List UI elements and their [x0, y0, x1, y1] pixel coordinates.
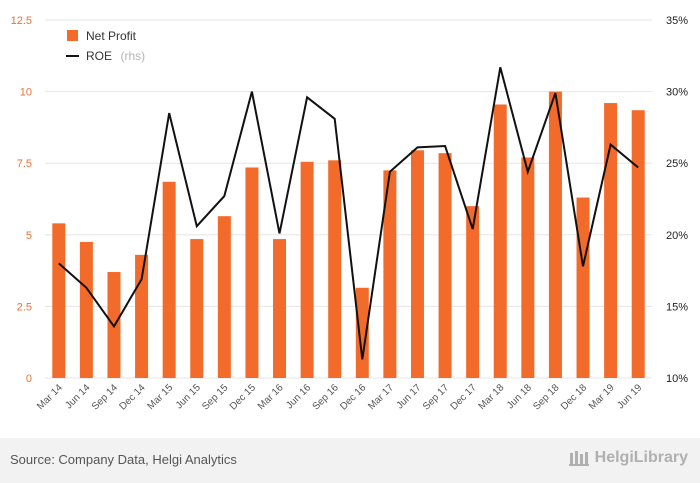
x-tick-label: Sep 14 [90, 382, 120, 412]
right-tick-label: 30% [666, 87, 688, 99]
footer: Source: Company Data, Helgi Analytics He… [0, 438, 700, 483]
bar-net-profit [245, 167, 259, 378]
net-profit-bars [52, 91, 645, 378]
bar-net-profit [190, 239, 204, 378]
bar-net-profit [604, 103, 618, 378]
source-text: Source: Company Data, Helgi Analytics [10, 452, 237, 467]
bar-net-profit [217, 216, 231, 378]
bar-net-profit [576, 197, 590, 378]
legend-label-net-profit: Net Profit [86, 29, 137, 43]
left-tick-label: 5 [26, 230, 32, 242]
x-tick-label: Mar 19 [587, 382, 617, 412]
bar-net-profit [631, 110, 645, 378]
right-tick-label: 10% [666, 373, 688, 385]
roe-line [58, 67, 639, 360]
x-tick-label: Jun 18 [505, 382, 534, 411]
x-tick-label: Sep 17 [421, 382, 451, 412]
legend-swatch-net-profit [67, 30, 78, 41]
brand: HelgiLibrary [568, 449, 688, 467]
bar-net-profit [79, 241, 93, 378]
right-tick-label: 35% [666, 15, 688, 27]
bar-net-profit [355, 287, 369, 378]
legend-label-roe-rhs: (rhs) [120, 49, 145, 63]
x-tick-label: Mar 17 [366, 382, 396, 412]
x-tick-label: Dec 17 [449, 382, 479, 412]
x-tick-label: Jun 16 [284, 382, 313, 411]
bar-net-profit [300, 161, 314, 378]
x-tick-label: Mar 16 [256, 382, 286, 412]
bar-net-profit [493, 104, 507, 378]
right-tick-label: 20% [666, 230, 688, 242]
x-tick-label: Sep 15 [200, 382, 230, 412]
x-tick-label: Dec 18 [559, 382, 589, 412]
left-tick-label: 0 [26, 373, 32, 385]
bar-net-profit [383, 170, 397, 378]
left-axis-ticks: 0 2.5 5 7.5 10 12.5 [11, 15, 32, 385]
bar-net-profit [438, 153, 452, 378]
right-axis-ticks: 10% 15% 20% 25% 30% 35% [666, 15, 688, 385]
left-tick-label: 2.5 [17, 301, 32, 313]
x-tick-label: Jun 15 [174, 382, 203, 411]
x-tick-label: Jun 19 [615, 382, 644, 411]
brand-name: HelgiLibrary [594, 449, 688, 466]
right-tick-label: 25% [666, 158, 688, 170]
x-tick-label: Mar 15 [145, 382, 175, 412]
x-tick-label: Dec 14 [118, 382, 148, 412]
bar-net-profit [410, 150, 424, 378]
bar-net-profit [162, 181, 176, 378]
x-tick-label: Dec 16 [338, 382, 368, 412]
bar-net-profit [521, 157, 535, 378]
left-tick-label: 7.5 [17, 158, 32, 170]
library-logo-icon [568, 451, 589, 466]
bar-net-profit [328, 160, 342, 378]
x-tick-label: Jun 17 [395, 382, 424, 411]
x-tick-label: Dec 15 [228, 382, 258, 412]
left-tick-label: 12.5 [11, 15, 32, 27]
bar-net-profit [466, 206, 480, 378]
combo-chart: 0 2.5 5 7.5 10 12.5 10% 15% 20% 25% 30% 35% Mar 14… [11, 15, 689, 413]
left-tick-label: 10 [20, 87, 32, 99]
bar-net-profit [273, 239, 287, 378]
x-tick-label: Jun 14 [63, 382, 92, 411]
x-tick-label: Sep 18 [531, 382, 561, 412]
svg-text:ROE (rhs): ROE (rhs) [86, 47, 145, 64]
legend-label-roe: ROE [86, 49, 112, 63]
x-tick-label: Sep 16 [311, 382, 341, 412]
right-tick-label: 15% [666, 301, 688, 313]
bar-net-profit [548, 91, 562, 378]
x-tick-label: Mar 14 [35, 382, 65, 412]
x-tick-label: Mar 18 [477, 382, 507, 412]
bar-net-profit [52, 223, 66, 378]
legend: Net Profit ROE (rhs) [66, 29, 145, 64]
roe-line-group [58, 67, 639, 360]
